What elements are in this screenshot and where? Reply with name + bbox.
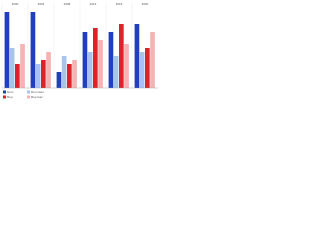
bar bbox=[61, 56, 67, 88]
bar bbox=[72, 60, 77, 88]
bar bbox=[87, 52, 93, 88]
bar bbox=[124, 44, 129, 88]
bar bbox=[35, 64, 41, 88]
legend-swatch bbox=[3, 90, 6, 94]
bar bbox=[9, 48, 15, 88]
x-tick-label: 2008 bbox=[64, 2, 71, 6]
bar bbox=[150, 32, 155, 88]
bar bbox=[145, 48, 150, 88]
bar bbox=[56, 72, 62, 88]
bar bbox=[108, 32, 114, 88]
legend-label: Rep lean bbox=[31, 95, 43, 99]
bar bbox=[15, 64, 20, 88]
bar bbox=[4, 12, 10, 88]
legend-swatch bbox=[27, 95, 30, 99]
x-tick-label: 2004 bbox=[38, 2, 45, 6]
legend-swatch bbox=[27, 90, 30, 94]
bar bbox=[134, 24, 140, 88]
chart: 2000 2004 2008 2012 2016 2020 Dem Dem lean Rep Re… bbox=[0, 0, 160, 106]
x-tick-label: 2016 bbox=[116, 2, 123, 6]
bar bbox=[93, 28, 98, 88]
legend-swatch bbox=[3, 95, 6, 99]
bar bbox=[46, 52, 51, 88]
bar bbox=[82, 32, 88, 88]
x-tick-label: 2012 bbox=[90, 2, 97, 6]
bar bbox=[30, 12, 36, 88]
bar bbox=[119, 24, 124, 88]
x-tick-label: 2020 bbox=[142, 2, 149, 6]
legend-label: Rep bbox=[7, 95, 13, 99]
legend-label: Dem bbox=[7, 90, 14, 94]
bar bbox=[20, 44, 25, 88]
legend-label: Dem lean bbox=[31, 90, 44, 94]
bar bbox=[67, 64, 72, 88]
bar bbox=[98, 40, 103, 88]
x-tick-label: 2000 bbox=[12, 2, 19, 6]
bar bbox=[139, 52, 145, 88]
bar bbox=[41, 60, 46, 88]
bar bbox=[113, 56, 119, 88]
